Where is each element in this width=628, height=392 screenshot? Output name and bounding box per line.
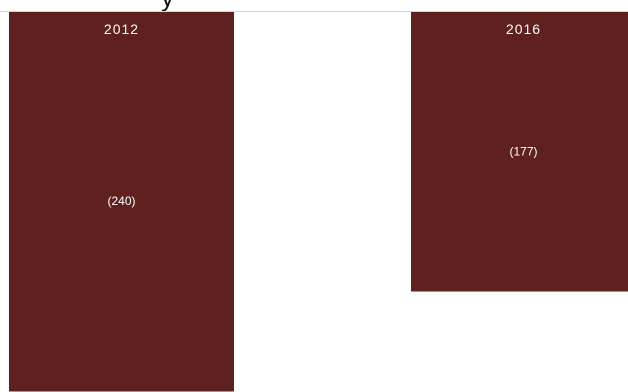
bar-2012 (9, 11, 234, 392)
value-label-2016: (177) (509, 144, 537, 158)
bar-2016 (411, 11, 628, 292)
bars-layer (9, 11, 628, 392)
category-label-2012: 2012 (104, 21, 139, 37)
value-label-2012: (240) (107, 194, 135, 208)
labels-layer: 2012 (240) 2016 (177) (104, 21, 541, 208)
category-label-2016: 2016 (506, 21, 541, 37)
chart-title-fragment: y (161, 0, 174, 12)
